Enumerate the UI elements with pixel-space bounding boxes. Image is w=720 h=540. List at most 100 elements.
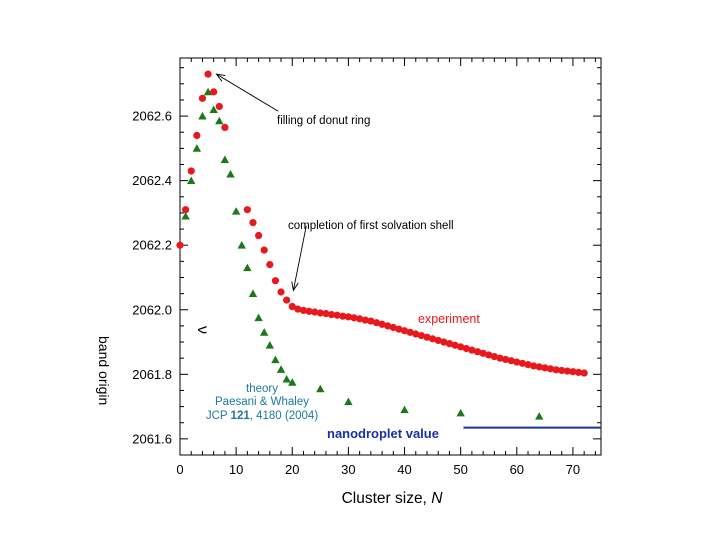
theory-point [192,144,202,152]
axis-ticks [179,58,601,456]
theory-point [243,263,252,272]
experiment-point [412,330,420,338]
experiment-point [210,88,218,96]
annotation-arrows [215,73,307,292]
plot-border [179,57,602,456]
experiment-point [552,366,560,374]
annotation-theory-reference: JCP 121, 4180 (2004) [206,410,318,422]
experiment-point [485,351,493,359]
theory-ref-journal: JCP [206,410,231,422]
experiment-point [204,70,212,78]
theory-point [248,289,258,297]
experiment-point [271,277,280,285]
experiment-point [496,354,504,362]
experiment-point [198,94,207,102]
experiment-series [176,70,588,377]
theory-point [198,111,207,120]
x-axis-label-var: N [431,490,443,507]
experiment-point [260,246,268,254]
theory-point [265,341,275,349]
y-tick-label: 2062.4 [132,173,172,188]
annotation-theory: theory [246,383,278,395]
experiment-point [327,310,336,319]
theory-series [181,87,544,420]
donut-arrow-head [215,73,226,82]
x-tick-label: 10 [229,462,243,477]
x-tick-label: 70 [566,462,580,477]
y-axis-label: ν band origin [96,326,211,405]
theory-ref-pages: , 4180 (2004) [250,410,319,422]
experiment-point [569,368,577,376]
theory-point [187,176,196,185]
theory-point [231,207,241,215]
theory-point [209,105,218,114]
experiment-point [221,123,229,131]
y-tick-labels: 2061.6 2061.8 2062.0 2062.2 2062.4 2062.6 [132,109,172,447]
x-tick-label: 40 [397,462,411,477]
experiment-point [541,364,549,372]
x-tick-label: 20 [285,462,299,477]
y-tick-label: 2062.0 [132,302,172,317]
x-tick-label: 50 [453,462,467,477]
experiment-point [406,328,414,336]
annotation-donut: filling of donut ring [277,115,370,127]
experiment-point [417,331,425,340]
theory-point [288,378,297,386]
experiment-point [215,102,223,111]
experiment-point [350,314,358,322]
experiment-point [361,316,369,324]
experiment-point [429,335,437,343]
theory-point [237,241,246,249]
y-tick-label: 2061.6 [132,431,172,446]
experiment-point [176,241,184,249]
theory-ref-volume: 121 [231,410,251,422]
theory-point [535,412,544,420]
theory-point [254,313,263,322]
annotation-shell: completion of first solvation shell [288,220,454,232]
x-tick-labels: 0 10 20 30 40 50 60 70 [176,462,580,477]
y-tick-label: 2061.8 [132,367,172,382]
experiment-point [316,309,324,317]
experiment-point [423,333,431,341]
experiment-point [558,366,566,375]
annotation-nanodroplet: nanodroplet value [327,426,439,441]
theory-point [181,211,190,220]
theory-point [400,405,409,414]
experiment-point [563,367,571,375]
plot-frame [179,57,602,456]
x-axis-label: Cluster size, N [342,490,444,507]
theory-point [260,328,269,336]
theory-point [344,397,353,406]
experiment-point [546,365,555,373]
experiment-point [294,305,302,313]
experiment-point [434,336,442,345]
annotation-experiment: experiment [418,312,480,326]
shell-arrow-head [291,281,299,292]
experiment-point [451,341,459,349]
theory-point [215,116,224,125]
experiment-point [473,348,482,356]
experiment-point [440,338,448,346]
theory-point [271,355,280,364]
experiment-point [389,323,397,332]
experiment-point [266,260,274,269]
x-tick-label: 30 [341,462,355,477]
theory-point [226,169,235,178]
experiment-point [378,320,386,328]
experiment-point [384,322,392,330]
experiment-point [513,358,521,366]
experiment-point [479,349,487,357]
experiment-point [339,312,347,320]
experiment-point [193,131,201,140]
experiment-point [574,368,583,376]
x-tick-label: 0 [176,462,183,477]
experiment-point [277,288,285,296]
y-axis-label-subscript: band origin [96,336,112,405]
experiment-point [243,206,251,214]
experiment-point [344,313,352,321]
theory-point [203,87,213,96]
experiment-point [249,219,257,227]
y-tick-label: 2062.6 [132,109,172,124]
theory-point [282,374,291,383]
